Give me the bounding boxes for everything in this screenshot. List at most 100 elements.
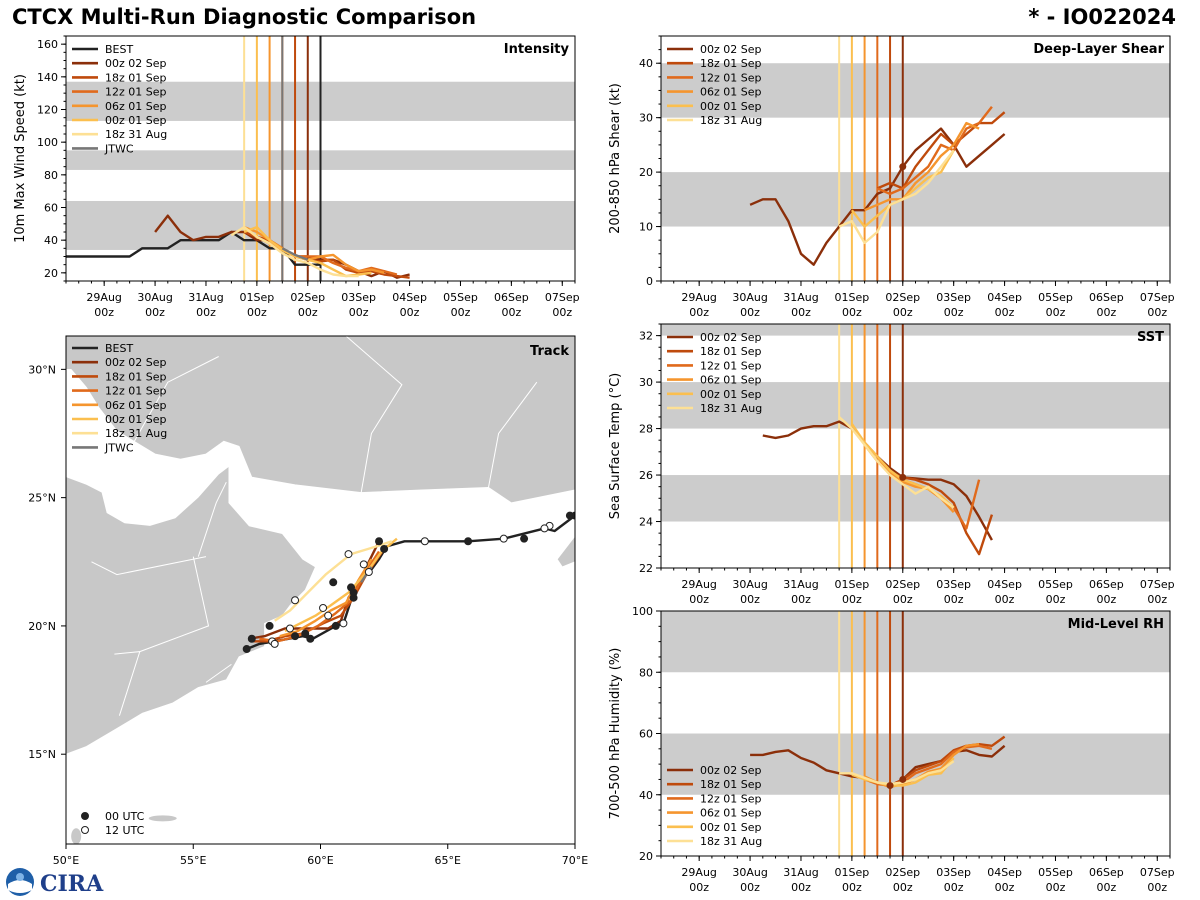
x-tick-day: 06Sep — [1089, 291, 1124, 304]
shade-band — [661, 172, 1170, 227]
country-border — [197, 481, 227, 557]
shade-band — [661, 611, 1170, 673]
marker-legend-label: 12 UTC — [105, 824, 145, 837]
x-tick-day: 05Sep — [1038, 866, 1073, 879]
current-marker — [899, 775, 907, 783]
legend-label: BEST — [105, 342, 133, 355]
y-tick-label: 40 — [639, 789, 653, 802]
x-tick-hour: 00z — [995, 593, 1015, 606]
x-tick-hour: 00z — [94, 306, 114, 319]
y-tick-label: 25°N — [28, 492, 56, 505]
page-title: CTCX Multi-Run Diagnostic Comparison — [12, 5, 477, 29]
x-tick-day: 01Sep — [835, 291, 870, 304]
track-fix-00utc — [306, 634, 315, 643]
track-fix-12utc — [339, 619, 348, 628]
series-line-18z-01-sep — [876, 111, 1006, 190]
x-tick-hour: 00z — [791, 306, 811, 319]
x-tick-day: 31Aug — [783, 866, 818, 879]
x-tick-day: 04Sep — [987, 291, 1022, 304]
legend-label: 18z 01 Sep — [700, 57, 762, 70]
horn-land — [71, 828, 82, 844]
x-tick-day: 06Sep — [1089, 866, 1124, 879]
panel-track: 50°E 55°E 60°E 65°E 70°E 15°N 20°N 25°N 30°N Trac… — [28, 335, 588, 867]
track-fix-12utc — [499, 534, 508, 543]
plot-area-shear — [661, 36, 1170, 281]
y-tick-label: 30 — [639, 112, 653, 125]
country-border — [91, 556, 207, 576]
panel-intensity: 20 40 60 80 100 120 140 160 29Aug 00z 30Aug 00z 31Au… — [13, 35, 580, 319]
x-tick-day: 03Sep — [341, 291, 376, 304]
track-fix-12utc — [291, 596, 300, 605]
x-tick-hour: 00z — [1046, 881, 1066, 894]
series-line-18z-31-aug — [838, 416, 955, 509]
x-tick-hour: 00z — [689, 306, 709, 319]
track-fix-12utc — [540, 524, 549, 533]
x-tick-hour: 00z — [400, 306, 420, 319]
current-marker — [886, 782, 894, 790]
x-tick-hour: 00z — [451, 306, 471, 319]
x-tick-hour: 00z — [791, 593, 811, 606]
x-tick-day: 30Aug — [732, 291, 767, 304]
noaa-wave-icon — [8, 880, 32, 893]
x-tick-day: 06Sep — [494, 291, 529, 304]
shade-band — [661, 63, 1170, 118]
x-tick-hour: 00z — [944, 881, 964, 894]
persian-gulf-water — [66, 387, 237, 526]
legend-label: 00z 01 Sep — [700, 821, 762, 834]
y-tick-label: 20 — [44, 267, 58, 280]
x-tick-hour: 00z — [145, 306, 165, 319]
x-tick-hour: 00z — [842, 306, 862, 319]
map-area — [66, 336, 575, 844]
panel-sst: 22 24 26 28 30 32 29Aug 00z 30Aug 00z 31Aug 00z 01Se… — [608, 323, 1175, 606]
x-tick-day: 29Aug — [681, 291, 716, 304]
y-tick-label: 80 — [639, 666, 653, 679]
y-tick-label: 15°N — [28, 748, 56, 761]
x-tick-day: 29Aug — [681, 578, 716, 591]
series-line-06z-01-sep — [864, 121, 980, 212]
track-fix-12utc — [359, 560, 368, 569]
track-line-18z-31-aug — [274, 540, 393, 622]
legend-label: 00z 02 Sep — [105, 57, 167, 70]
x-tick-day: 03Sep — [936, 866, 971, 879]
legend-label: 12z 01 Sep — [700, 792, 762, 805]
arabia-land — [66, 336, 575, 504]
country-border — [139, 556, 210, 653]
plot-area-intensity — [66, 36, 575, 281]
x-tick-hour: 00z — [893, 593, 913, 606]
track-fix-00utc — [380, 544, 389, 553]
country-border — [205, 663, 232, 683]
legend-label: 00z 01 Sep — [105, 114, 167, 127]
series-line-18z-01-sep — [877, 735, 1006, 787]
x-tick-day: 07Sep — [545, 291, 580, 304]
y-tick-label: 30°N — [28, 363, 56, 376]
cira-logo-text: CIRA — [40, 871, 104, 897]
track-fix-00utc — [375, 537, 384, 546]
y-tick-label: 60 — [44, 202, 58, 215]
x-tick-label: 55°E — [180, 854, 206, 867]
y-tick-label: 28 — [639, 423, 653, 436]
y-tick-label: 80 — [44, 169, 58, 182]
x-tick-day: 02Sep — [885, 291, 920, 304]
y-axis-label: Sea Surface Temp (°C) — [608, 373, 623, 520]
legend-label: 12z 01 Sep — [700, 71, 762, 84]
y-tick-label: 100 — [37, 136, 58, 149]
y-tick-label: 120 — [37, 104, 58, 117]
x-tick-day: 07Sep — [1140, 291, 1175, 304]
x-tick-hour: 00z — [1096, 881, 1116, 894]
country-border — [488, 381, 538, 488]
series-line-00z-02-sep — [749, 127, 1006, 266]
legend-label: 00z 01 Sep — [700, 100, 762, 113]
track-fix-00utc — [565, 511, 574, 520]
legend-label: 18z 31 Aug — [700, 835, 762, 848]
current-marker — [899, 473, 907, 481]
panel-title: Mid-Level RH — [1068, 617, 1164, 632]
x-tick-hour: 00z — [893, 881, 913, 894]
legend-label: 00z 01 Sep — [105, 413, 167, 426]
x-tick-day: 30Aug — [732, 866, 767, 879]
x-tick-hour: 00z — [893, 306, 913, 319]
y-axis-label: 10m Max Wind Speed (kt) — [13, 74, 28, 243]
